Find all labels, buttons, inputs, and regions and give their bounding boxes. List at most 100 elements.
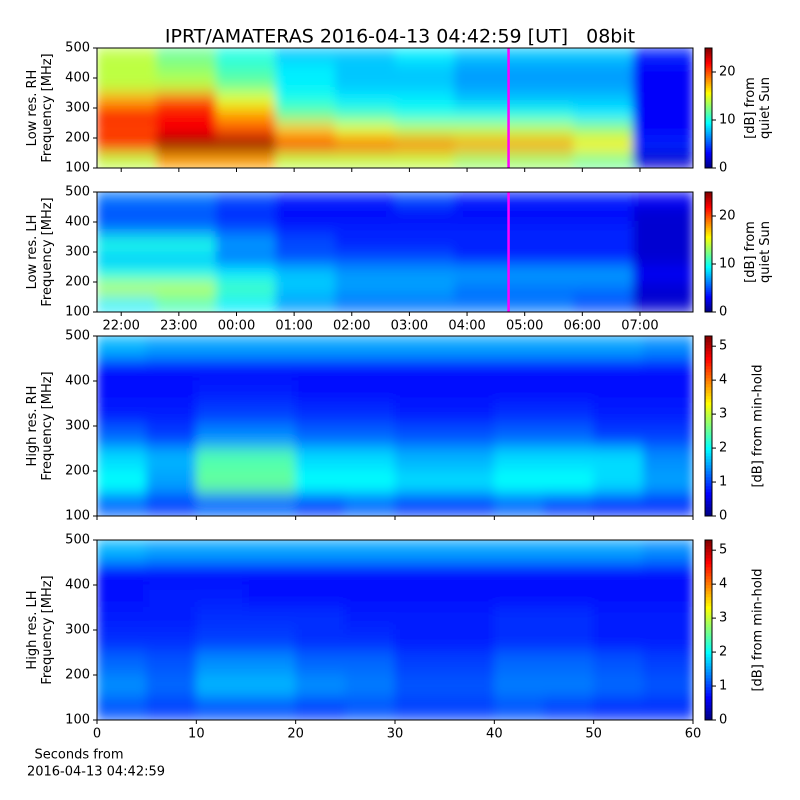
- cell: [543, 540, 595, 563]
- cell: [97, 697, 148, 720]
- cell: [513, 137, 575, 154]
- x-tick-label: 01:00: [275, 319, 312, 334]
- colorbar-step: [705, 211, 712, 215]
- colorbar-step: [705, 575, 712, 580]
- cell: [444, 697, 495, 720]
- colorbar-step: [705, 416, 712, 421]
- colorbar-step: [705, 353, 712, 358]
- colorbar-step: [705, 509, 712, 514]
- colorbar-step: [705, 695, 712, 700]
- colorbar-step: [705, 217, 712, 221]
- cell: [245, 540, 297, 563]
- cell: [295, 652, 346, 676]
- cell: [146, 358, 197, 382]
- cell: [573, 206, 634, 223]
- colorbar-tick-label: 1: [719, 679, 727, 694]
- cell: [334, 62, 396, 79]
- cell: [493, 629, 545, 653]
- colorbar-step: [705, 123, 712, 127]
- colorbar-step: [705, 55, 712, 59]
- y-axis-label: High res. LH: [25, 590, 40, 669]
- colorbar-step: [705, 251, 712, 255]
- cell: [454, 122, 515, 139]
- colorbar-step: [705, 89, 712, 93]
- cell: [642, 629, 693, 653]
- colorbar-step: [705, 347, 712, 352]
- colorbar-step: [705, 479, 712, 484]
- colorbar-step: [705, 109, 712, 113]
- x-axis-label: 2016-04-13 04:42:59: [27, 765, 165, 780]
- cell: [245, 697, 297, 720]
- cell: [334, 251, 396, 268]
- cell: [195, 493, 247, 516]
- colorbar-step: [705, 97, 712, 101]
- cell: [394, 296, 456, 312]
- colorbar-step: [705, 599, 712, 604]
- cell: [513, 92, 575, 109]
- cell: [195, 674, 247, 698]
- cell: [632, 236, 693, 253]
- colorbar-step: [705, 623, 712, 628]
- colorbar-step: [705, 115, 712, 119]
- colorbar-step: [705, 243, 712, 247]
- colorbar-step: [705, 452, 712, 457]
- colorbar-step: [705, 512, 712, 517]
- colorbar-step: [705, 233, 712, 237]
- cell: [513, 152, 575, 168]
- cell: [632, 221, 693, 238]
- colorbar-step: [705, 485, 712, 490]
- cell: [394, 629, 446, 653]
- colorbar-step: [705, 309, 712, 313]
- cell: [334, 206, 396, 223]
- cell: [543, 448, 595, 472]
- cell: [642, 652, 693, 676]
- cell: [632, 62, 693, 79]
- cell: [394, 137, 456, 154]
- colorbar-step: [705, 338, 712, 343]
- cell: [344, 652, 396, 676]
- colorbar-step: [705, 653, 712, 658]
- cell: [334, 92, 396, 109]
- cell: [493, 336, 545, 359]
- colorbar-step: [705, 299, 712, 303]
- colorbar-step: [705, 301, 712, 305]
- colorbar-tick-label: 0: [719, 713, 727, 728]
- cell: [97, 448, 148, 472]
- colorbar-step: [705, 572, 712, 577]
- cell: [593, 584, 644, 608]
- cell: [275, 152, 336, 168]
- cell: [573, 221, 634, 238]
- cell: [573, 296, 634, 312]
- cell: [573, 122, 634, 139]
- colorbar-step: [705, 229, 712, 233]
- colorbar-step: [705, 47, 712, 51]
- cell: [334, 296, 396, 312]
- cell: [275, 192, 336, 208]
- colorbar-step: [705, 704, 712, 709]
- colorbar-step: [705, 563, 712, 568]
- colorbar-step: [705, 617, 712, 622]
- colorbar-step: [705, 383, 712, 388]
- y-axis-label: High res. RH: [25, 386, 40, 467]
- cell: [275, 296, 336, 312]
- colorbar-step: [705, 683, 712, 688]
- colorbar-step: [705, 77, 712, 81]
- y-tick-label: 100: [65, 161, 90, 176]
- colorbar-step: [705, 271, 712, 275]
- cell: [334, 48, 396, 64]
- cell: [97, 221, 158, 238]
- colorbar-step: [705, 265, 712, 269]
- colorbar-step: [705, 117, 712, 121]
- cell: [493, 425, 545, 449]
- colorbar-step: [705, 261, 712, 265]
- cell: [394, 584, 446, 608]
- cell: [275, 122, 336, 139]
- cell: [195, 697, 247, 720]
- colorbar-step: [705, 231, 712, 235]
- cell: [295, 562, 346, 586]
- colorbar-step: [705, 710, 712, 715]
- cell: [295, 336, 346, 359]
- cell: [156, 152, 217, 168]
- colorbar-step: [705, 566, 712, 571]
- colorbar-step: [705, 350, 712, 355]
